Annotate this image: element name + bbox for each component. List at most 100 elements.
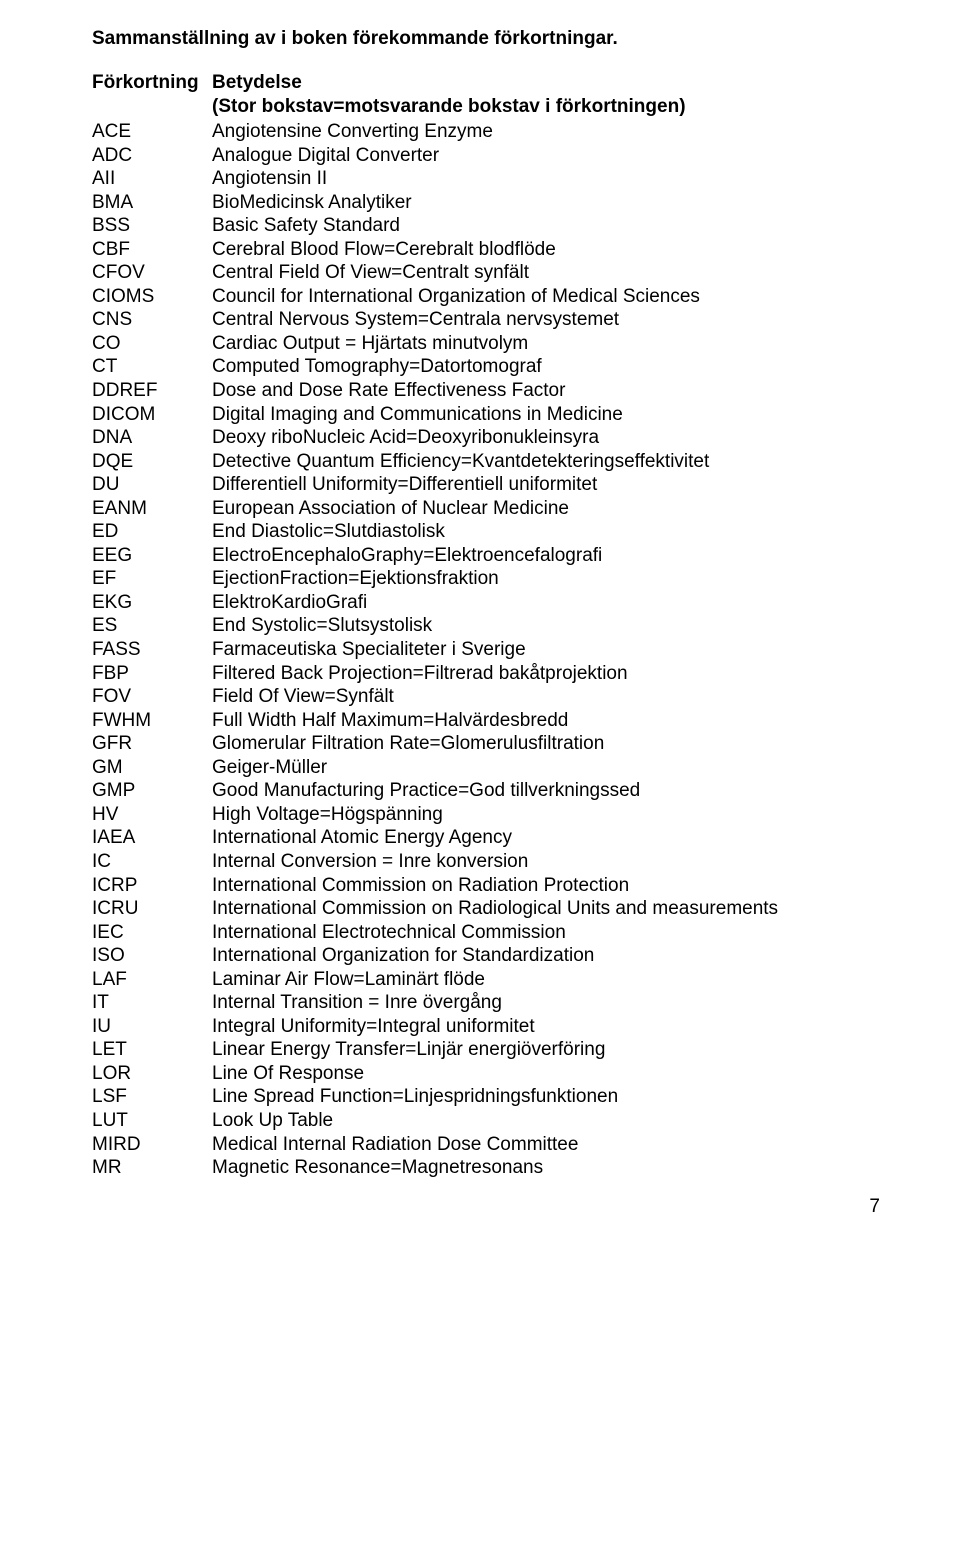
table-row: DUDifferentiell Uniformity=Differentiell…	[92, 473, 882, 497]
meaning-cell: High Voltage=Högspänning	[212, 803, 882, 827]
meaning-cell: EjectionFraction=Ejektionsfraktion	[212, 567, 882, 591]
table-row: ACEAngiotensine Converting Enzyme	[92, 120, 882, 144]
abbreviation-cell: IEC	[92, 921, 212, 945]
meaning-cell: Farmaceutiska Specialiteter i Sverige	[212, 638, 882, 662]
meaning-cell: Magnetic Resonance=Magnetresonans	[212, 1156, 882, 1180]
abbreviation-cell: DQE	[92, 450, 212, 474]
abbreviation-cell: LSF	[92, 1085, 212, 1109]
meaning-cell: Glomerular Filtration Rate=Glomerulusfil…	[212, 732, 882, 756]
table-row: CBFCerebral Blood Flow=Cerebralt blodflö…	[92, 238, 882, 262]
table-row: DICOMDigital Imaging and Communications …	[92, 403, 882, 427]
meaning-cell: Angiotensin II	[212, 167, 882, 191]
table-row: BSSBasic Safety Standard	[92, 214, 882, 238]
meaning-cell: International Electrotechnical Commissio…	[212, 921, 882, 945]
table-row: EANMEuropean Association of Nuclear Medi…	[92, 497, 882, 521]
meaning-cell: Medical Internal Radiation Dose Committe…	[212, 1133, 882, 1157]
table-row: CTComputed Tomography=Datortomograf	[92, 355, 882, 379]
abbreviation-cell: ADC	[92, 144, 212, 168]
table-row: IAEAInternational Atomic Energy Agency	[92, 826, 882, 850]
abbreviation-cell: FBP	[92, 662, 212, 686]
table-row: CIOMSCouncil for International Organizat…	[92, 285, 882, 309]
table-row: CNSCentral Nervous System=Centrala nervs…	[92, 308, 882, 332]
abbreviation-cell: MIRD	[92, 1133, 212, 1157]
abbreviation-cell: DDREF	[92, 379, 212, 403]
abbreviation-cell: FOV	[92, 685, 212, 709]
table-row: DNADeoxy riboNucleic Acid=Deoxyribonukle…	[92, 426, 882, 450]
meaning-cell: International Atomic Energy Agency	[212, 826, 882, 850]
meaning-cell: Full Width Half Maximum=Halvärdesbredd	[212, 709, 882, 733]
meaning-cell: Deoxy riboNucleic Acid=Deoxyribonukleins…	[212, 426, 882, 450]
table-row: LORLine Of Response	[92, 1062, 882, 1086]
abbreviation-cell: GM	[92, 756, 212, 780]
abbreviation-cell: EEG	[92, 544, 212, 568]
abbreviation-cell: LET	[92, 1038, 212, 1062]
subheader-text: (Stor bokstav=motsvarande bokstav i förk…	[212, 96, 882, 118]
meaning-cell: Central Field Of View=Centralt synfält	[212, 261, 882, 285]
abbreviation-cell: GMP	[92, 779, 212, 803]
abbreviation-cell: CNS	[92, 308, 212, 332]
table-row: FOVField Of View=Synfält	[92, 685, 882, 709]
abbreviation-cell: LOR	[92, 1062, 212, 1086]
meaning-cell: Integral Uniformity=Integral uniformitet	[212, 1015, 882, 1039]
abbreviation-cell: IT	[92, 991, 212, 1015]
abbreviation-cell: ISO	[92, 944, 212, 968]
abbreviation-cell: DNA	[92, 426, 212, 450]
table-row: DDREFDose and Dose Rate Effectiveness Fa…	[92, 379, 882, 403]
abbreviation-cell: HV	[92, 803, 212, 827]
abbreviation-cell: MR	[92, 1156, 212, 1180]
table-row: ICInternal Conversion = Inre konversion	[92, 850, 882, 874]
table-row: BMABioMedicinsk Analytiker	[92, 191, 882, 215]
table-row: ESEnd Systolic=Slutsystolisk	[92, 614, 882, 638]
meaning-cell: International Organization for Standardi…	[212, 944, 882, 968]
table-row: LUTLook Up Table	[92, 1109, 882, 1133]
abbreviation-cell: CIOMS	[92, 285, 212, 309]
abbreviation-cell: CO	[92, 332, 212, 356]
meaning-cell: End Diastolic=Slutdiastolisk	[212, 520, 882, 544]
meaning-cell: Filtered Back Projection=Filtrerad bakåt…	[212, 662, 882, 686]
abbreviation-cell: ED	[92, 520, 212, 544]
table-row: MIRDMedical Internal Radiation Dose Comm…	[92, 1133, 882, 1157]
table-row: IECInternational Electrotechnical Commis…	[92, 921, 882, 945]
table-row: ICRPInternational Commission on Radiatio…	[92, 874, 882, 898]
meaning-cell: Field Of View=Synfält	[212, 685, 882, 709]
abbreviation-cell: DU	[92, 473, 212, 497]
meaning-cell: Line Of Response	[212, 1062, 882, 1086]
table-row: ISOInternational Organization for Standa…	[92, 944, 882, 968]
abbreviation-cell: EKG	[92, 591, 212, 615]
abbreviation-cell: DICOM	[92, 403, 212, 427]
abbreviation-cell: ICRU	[92, 897, 212, 921]
abbreviation-cell: BMA	[92, 191, 212, 215]
table-row: LETLinear Energy Transfer=Linjär energiö…	[92, 1038, 882, 1062]
meaning-cell: Linear Energy Transfer=Linjär energiöver…	[212, 1038, 882, 1062]
meaning-cell: Dose and Dose Rate Effectiveness Factor	[212, 379, 882, 403]
abbreviation-cell: ACE	[92, 120, 212, 144]
abbreviation-cell: ICRP	[92, 874, 212, 898]
meaning-cell: Differentiell Uniformity=Differentiell u…	[212, 473, 882, 497]
meaning-cell: Central Nervous System=Centrala nervsyst…	[212, 308, 882, 332]
header-abbreviation: Förkortning	[92, 72, 212, 94]
meaning-cell: European Association of Nuclear Medicine	[212, 497, 882, 521]
abbreviation-cell: IAEA	[92, 826, 212, 850]
abbreviation-cell: EANM	[92, 497, 212, 521]
table-row: HVHigh Voltage=Högspänning	[92, 803, 882, 827]
table-row: GMGeiger-Müller	[92, 756, 882, 780]
meaning-cell: Internal Transition = Inre övergång	[212, 991, 882, 1015]
abbreviation-cell: GFR	[92, 732, 212, 756]
meaning-cell: Geiger-Müller	[212, 756, 882, 780]
page-number: 7	[92, 1196, 882, 1218]
meaning-cell: Basic Safety Standard	[212, 214, 882, 238]
header-meaning: Betydelse	[212, 72, 882, 94]
table-row: LSFLine Spread Function=Linjespridningsf…	[92, 1085, 882, 1109]
meaning-cell: Cardiac Output = Hjärtats minutvolym	[212, 332, 882, 356]
table-row: AIIAngiotensin II	[92, 167, 882, 191]
abbreviation-cell: FASS	[92, 638, 212, 662]
abbreviation-cell: EF	[92, 567, 212, 591]
table-row: MRMagnetic Resonance=Magnetresonans	[92, 1156, 882, 1180]
meaning-cell: Line Spread Function=Linjespridningsfunk…	[212, 1085, 882, 1109]
meaning-cell: End Systolic=Slutsystolisk	[212, 614, 882, 638]
table-row: IUIntegral Uniformity=Integral uniformit…	[92, 1015, 882, 1039]
abbreviation-cell: IU	[92, 1015, 212, 1039]
table-row: EDEnd Diastolic=Slutdiastolisk	[92, 520, 882, 544]
table-row: LAFLaminar Air Flow=Laminärt flöde	[92, 968, 882, 992]
meaning-cell: Cerebral Blood Flow=Cerebralt blodflöde	[212, 238, 882, 262]
